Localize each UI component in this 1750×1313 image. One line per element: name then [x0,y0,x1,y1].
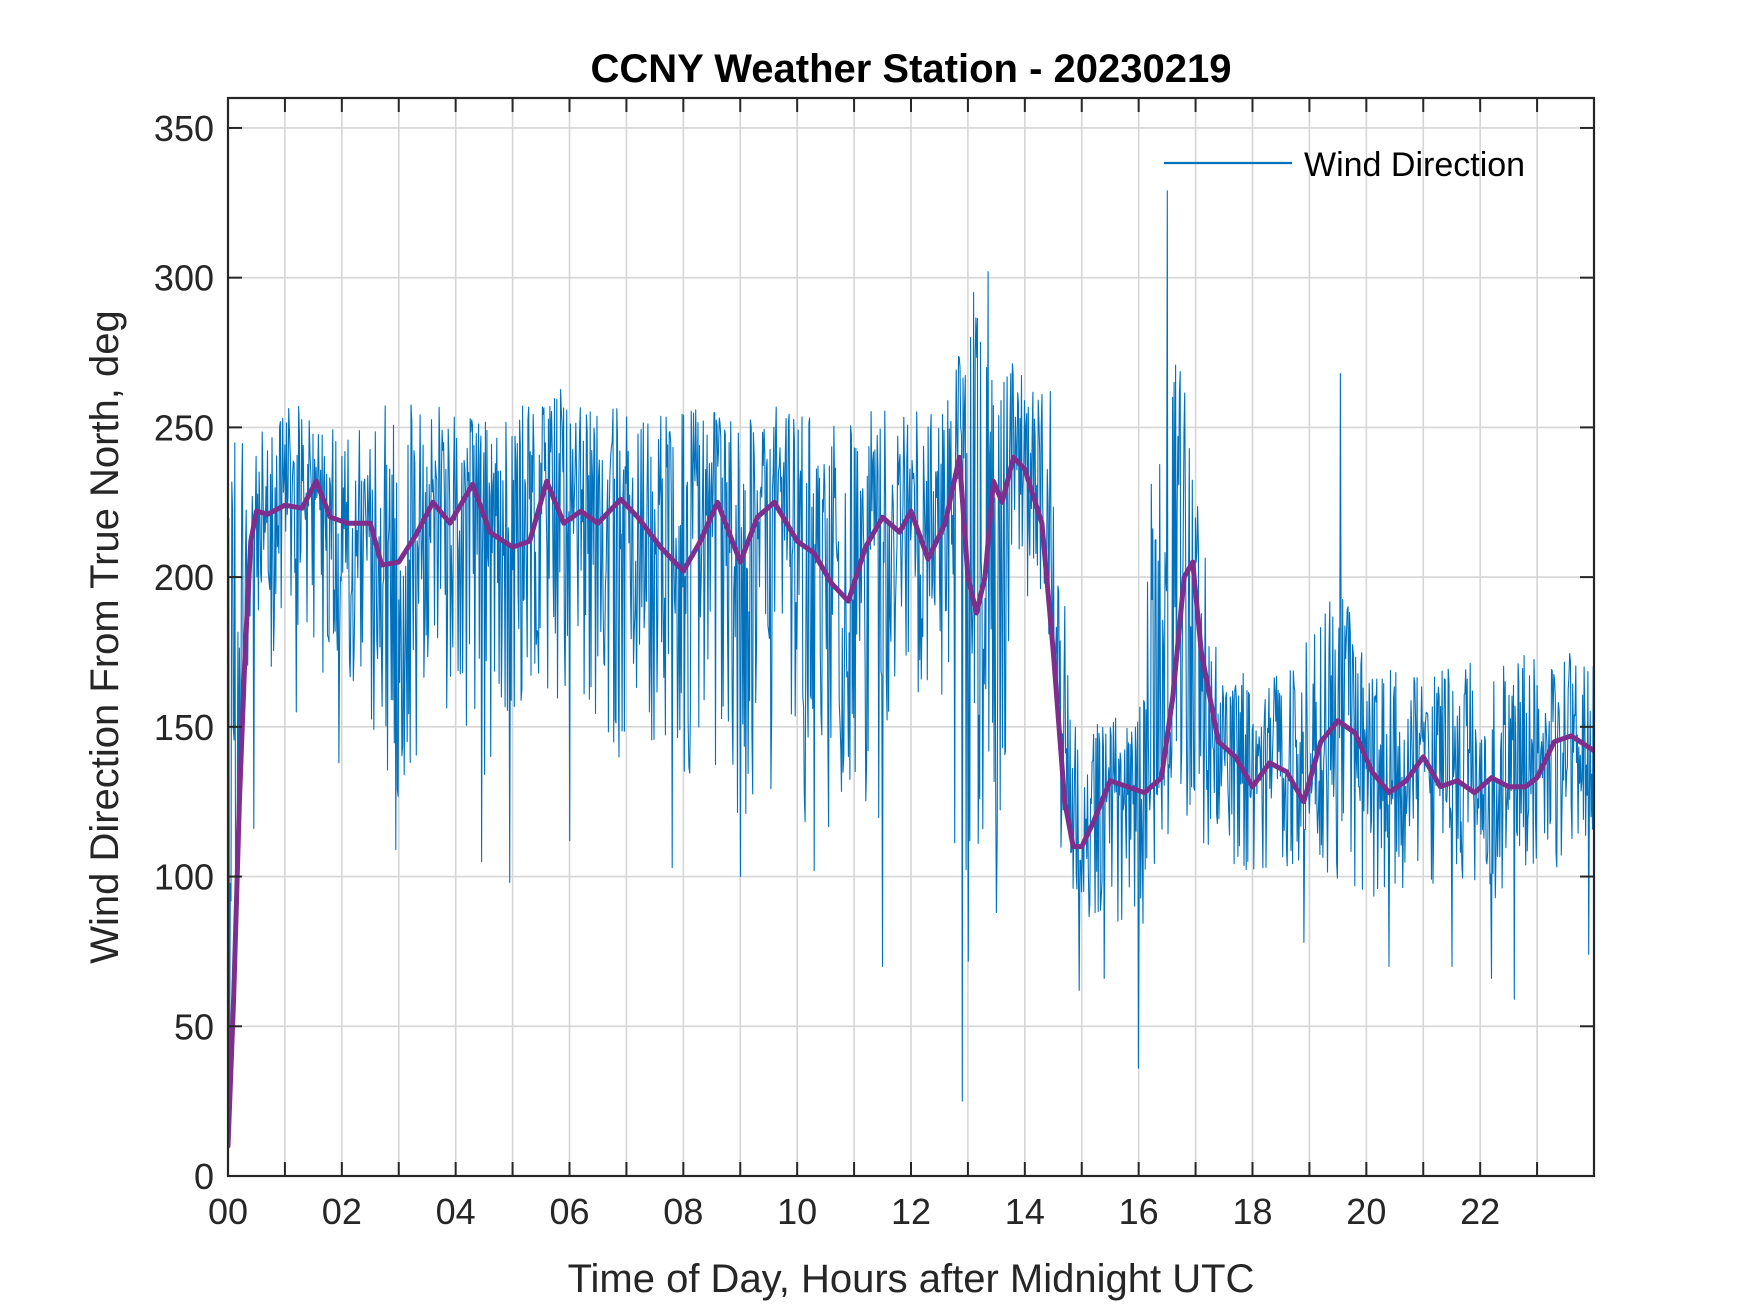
x-tick-label: 02 [322,1191,362,1232]
y-tick-labels: 0 50 100 150 200 250 300 350 [154,108,214,1197]
legend: Wind Direction [1164,146,1525,184]
axis-ticks [227,98,1595,1177]
x-tick-label: 12 [891,1191,931,1232]
x-axis-label: Time of Day, Hours after Midnight UTC [568,1257,1255,1301]
x-tick-label: 00 [208,1191,248,1232]
y-tick-label: 300 [154,258,214,299]
chart-title: CCNY Weather Station - 20230219 [591,47,1232,91]
y-tick-label: 50 [174,1006,214,1047]
y-axis-label: Wind Direction From True North, deg [83,310,127,964]
x-tick-label: 20 [1346,1191,1386,1232]
x-tick-label: 22 [1460,1191,1500,1232]
x-tick-label: 08 [663,1191,703,1232]
y-tick-label: 200 [154,557,214,598]
y-tick-label: 100 [154,857,214,898]
x-tick-label: 04 [436,1191,476,1232]
plot-area [228,190,1594,1149]
x-tick-label: 14 [1005,1191,1045,1232]
x-tick-label: 16 [1119,1191,1159,1232]
y-tick-label: 150 [154,707,214,748]
x-tick-labels: 00 02 04 06 08 10 12 14 16 18 20 22 [208,1191,1500,1232]
y-tick-label: 250 [154,407,214,448]
series-line-smoothed [228,454,1594,1149]
y-tick-label: 0 [194,1156,214,1197]
x-tick-label: 06 [549,1191,589,1232]
y-tick-label: 350 [154,108,214,149]
x-tick-label: 18 [1232,1191,1272,1232]
legend-label-wind-direction: Wind Direction [1304,146,1525,184]
x-tick-label: 10 [777,1191,817,1232]
